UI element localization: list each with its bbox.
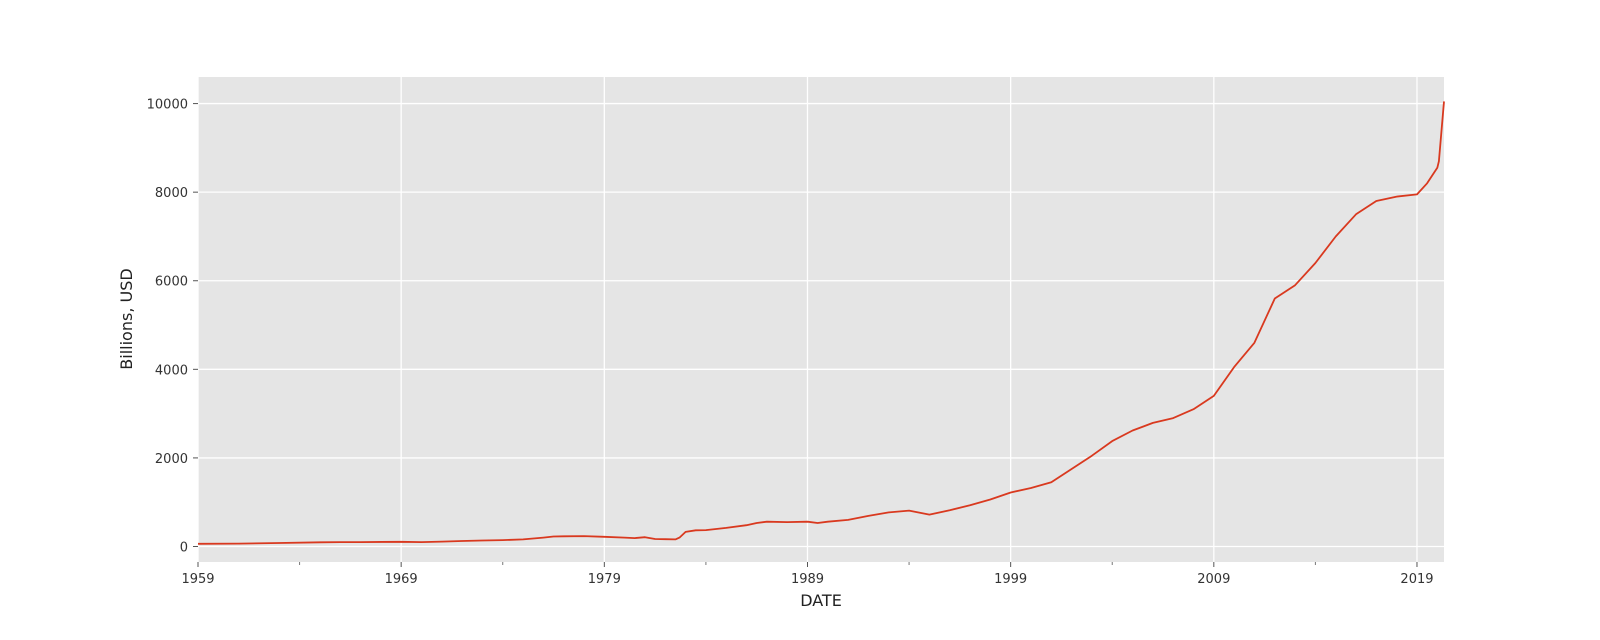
y-tick-label: 8000	[155, 186, 188, 201]
y-tick-labels: 0 2000 4000 6000 8000 10000	[147, 98, 188, 556]
grid-lines	[197, 77, 1444, 562]
x-tick-labels: 1959 1969 1979 1989 1999 2009 2019	[181, 572, 1433, 587]
x-tick-label: 1989	[791, 572, 824, 587]
y-tick-label: 4000	[155, 363, 188, 378]
x-tick-label: 1959	[181, 572, 214, 587]
x-tick-label: 2019	[1400, 572, 1433, 587]
series-line	[197, 101, 1445, 545]
x-axis-label: DATE	[800, 591, 842, 610]
x-tick-label: 1999	[994, 572, 1027, 587]
y-tick-label: 2000	[155, 452, 188, 467]
y-tick-label: 6000	[155, 275, 188, 290]
y-tick-label: 10000	[147, 98, 188, 113]
plot-area	[198, 77, 1444, 562]
tick-marks	[193, 103, 1418, 567]
x-tick-label: 1979	[588, 572, 621, 587]
x-tick-label: 2009	[1197, 572, 1230, 587]
y-axis-label: Billions, USD	[117, 268, 136, 369]
x-tick-label: 1969	[385, 572, 418, 587]
y-tick-label: 0	[180, 540, 188, 555]
series-layer	[197, 101, 1445, 545]
